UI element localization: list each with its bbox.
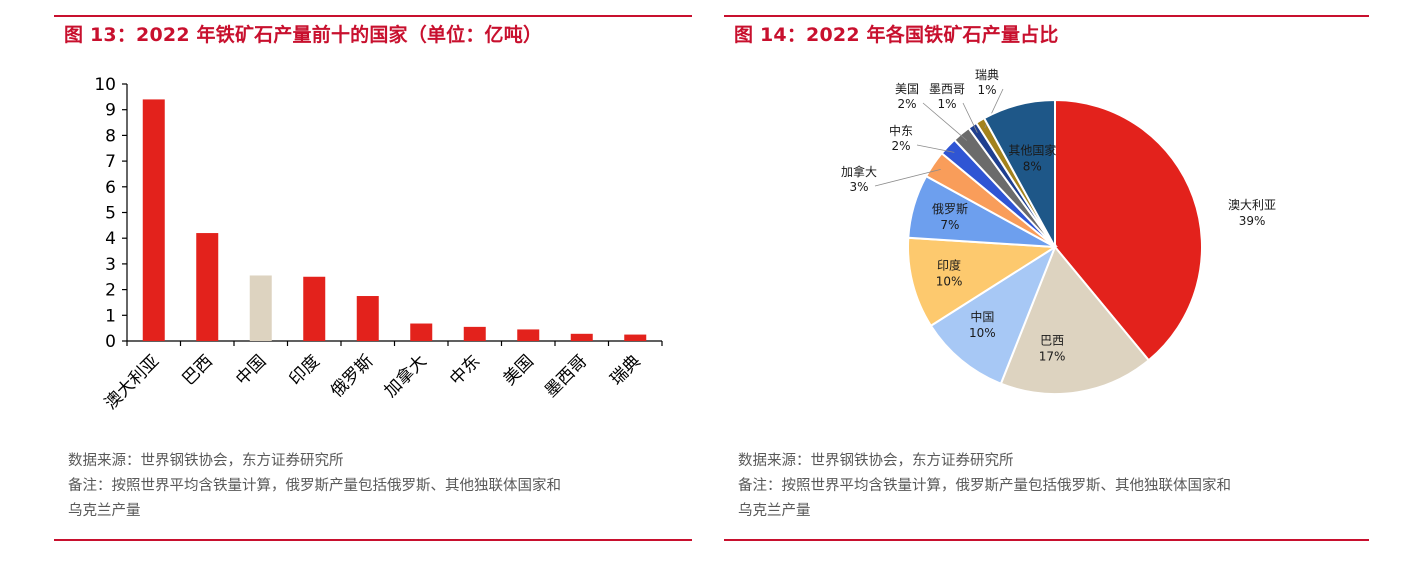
pie-slice-3 bbox=[929, 244, 1058, 385]
x-tick-label: 加拿大 bbox=[380, 351, 431, 402]
x-tick-label: 印度 bbox=[286, 351, 324, 389]
y-tick-label: 7 bbox=[105, 152, 116, 172]
right-notes: 数据来源：世界钢铁协会，东方证券研究所 备注：按照世界平均含铁量计算，俄罗斯产量… bbox=[738, 449, 1369, 524]
right-bottom-rule bbox=[724, 539, 1369, 541]
pie-outside-percent: 1% bbox=[977, 83, 996, 97]
x-tick-label: 俄罗斯 bbox=[327, 351, 377, 401]
bar-3 bbox=[249, 275, 272, 341]
left-source-note: 数据来源：世界钢铁协会，东方证券研究所 bbox=[68, 453, 344, 469]
pie-chart: 澳大利亚39%巴西17%中国10%印度10%俄罗斯7%加拿大3%中东2%美国2%… bbox=[841, 68, 1276, 395]
pie-leader-line bbox=[874, 168, 941, 187]
left-notes: 数据来源：世界钢铁协会，东方证券研究所 备注：按照世界平均含铁量计算，俄罗斯产量… bbox=[68, 449, 692, 524]
pie-slice-4 bbox=[907, 236, 1059, 328]
bar-10 bbox=[624, 334, 647, 341]
bar-6 bbox=[410, 323, 433, 341]
y-tick-label: 9 bbox=[105, 101, 116, 121]
pie-slice-label: 巴西 bbox=[1040, 334, 1064, 348]
y-tick-label: 1 bbox=[105, 306, 116, 326]
left-figure-panel: 图 13：2022 年铁矿石产量前十的国家（单位：亿吨） 0 1 2 3 4 5 6 7 8 9 1… bbox=[54, 0, 692, 574]
bar-9 bbox=[570, 333, 593, 341]
pie-outside-percent: 3% bbox=[849, 180, 868, 194]
pie-outside-percent: 2% bbox=[891, 139, 910, 153]
x-tick-label: 巴西 bbox=[179, 351, 217, 389]
pie-slice-percent: 8% bbox=[1023, 160, 1042, 174]
x-tick-label: 澳大利亚 bbox=[101, 351, 163, 413]
right-source-note: 数据来源：世界钢铁协会，东方证券研究所 bbox=[738, 453, 1014, 469]
pie-slice-label: 中国 bbox=[970, 309, 994, 324]
y-tick-label: 5 bbox=[105, 204, 116, 224]
right-top-rule bbox=[724, 15, 1369, 17]
pie-outside-label: 瑞典 bbox=[975, 68, 999, 82]
pie-outside-percent: 1% bbox=[937, 97, 956, 111]
bar-chart: 0 1 2 3 4 5 6 7 8 9 10 澳大利亚 巴西 中国 印度 俄罗斯 加拿大 中东 美国 墨西哥 瑞典 bbox=[94, 75, 663, 414]
left-remark-line2: 乌克兰产量 bbox=[68, 503, 141, 519]
x-tick-label: 中国 bbox=[232, 351, 270, 389]
pie-slice-percent: 17% bbox=[1039, 350, 1066, 364]
left-bottom-rule bbox=[54, 539, 692, 541]
pie-slice-label: 印度 bbox=[937, 258, 961, 273]
pie-outside-label: 中东 bbox=[889, 123, 913, 138]
bar-2 bbox=[196, 233, 219, 341]
bar-4 bbox=[303, 276, 326, 341]
x-tick-label: 墨西哥 bbox=[541, 351, 591, 401]
pie-outside-percent: 2% bbox=[897, 97, 916, 111]
y-tick-label: 0 bbox=[105, 332, 116, 352]
bar-5 bbox=[356, 296, 379, 341]
pie-outside-label: 墨西哥 bbox=[929, 82, 965, 96]
bar-8 bbox=[517, 329, 540, 341]
pie-slice-11 bbox=[982, 98, 1056, 248]
pie-slice-percent: 10% bbox=[969, 326, 996, 340]
bar-1 bbox=[142, 99, 165, 341]
pie-slice-label: 澳大利亚 bbox=[1228, 198, 1276, 212]
y-tick-label: 2 bbox=[105, 281, 116, 301]
right-figure-panel: 图 14：2022 年各国铁矿石产量占比 澳大利亚 39% 巴西 17% 中国 10% 印度… bbox=[724, 0, 1369, 574]
right-figure-title: 图 14：2022 年各国铁矿石产量占比 bbox=[734, 24, 1059, 46]
pie-slice-label: 其他国家 bbox=[1008, 143, 1056, 158]
pie-slice-percent: 7% bbox=[940, 218, 959, 232]
y-tick-label: 3 bbox=[105, 255, 116, 275]
right-remark-line1: 备注：按照世界平均含铁量计算，俄罗斯产量包括俄罗斯、其他独联体国家和 bbox=[738, 478, 1231, 494]
pie-leader-line bbox=[922, 102, 968, 141]
x-tick-label: 中东 bbox=[446, 351, 484, 389]
right-remark-line2: 乌克兰产量 bbox=[738, 503, 811, 519]
y-tick-label: 8 bbox=[105, 126, 116, 146]
bar-7 bbox=[463, 326, 486, 341]
y-tick-label: 6 bbox=[105, 178, 116, 198]
pie-outside-label: 加拿大 bbox=[841, 164, 877, 179]
left-figure-title: 图 13：2022 年铁矿石产量前十的国家（单位：亿吨） bbox=[64, 24, 543, 46]
pie-outside-label: 美国 bbox=[895, 82, 919, 96]
y-tick-label: 4 bbox=[105, 229, 116, 249]
left-top-rule bbox=[54, 15, 692, 17]
pie-slice-label: 俄罗斯 bbox=[932, 202, 968, 216]
pie-slice-percent: 39% bbox=[1239, 214, 1266, 228]
pie-slice-1 bbox=[1054, 98, 1203, 362]
pie-slice-2 bbox=[999, 245, 1151, 395]
pie-leader-line bbox=[962, 102, 978, 133]
x-tick-label: 瑞典 bbox=[607, 351, 645, 389]
left-remark-line1: 备注：按照世界平均含铁量计算，俄罗斯产量包括俄罗斯、其他独联体国家和 bbox=[68, 478, 561, 494]
pie-slice-percent: 10% bbox=[936, 275, 963, 289]
y-tick-label: 10 bbox=[94, 75, 116, 95]
x-tick-label: 美国 bbox=[500, 351, 538, 389]
pie-leader-line bbox=[916, 144, 955, 153]
